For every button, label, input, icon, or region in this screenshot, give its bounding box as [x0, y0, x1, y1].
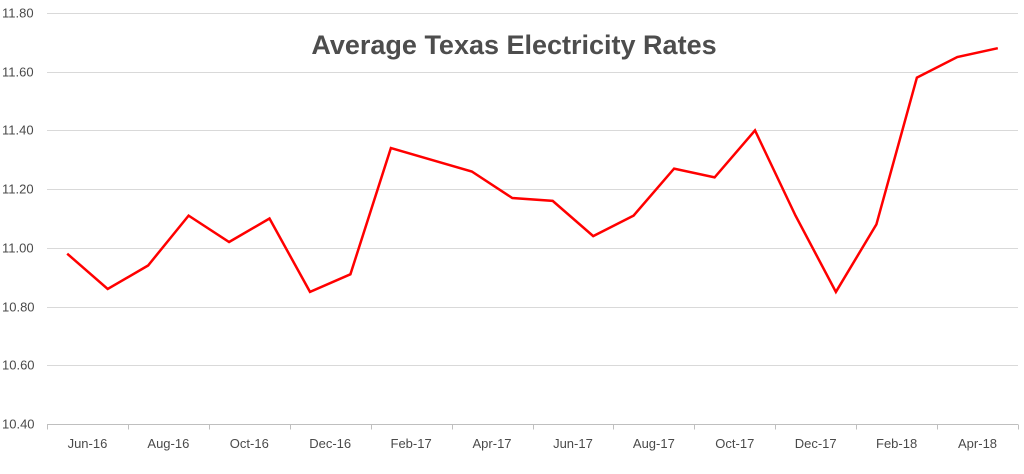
y-tick-label: 10.80 — [2, 300, 35, 315]
y-tick-label: 11.60 — [2, 65, 34, 80]
x-tick-label: Dec-16 — [309, 436, 351, 451]
x-tick-label: Aug-17 — [633, 436, 675, 451]
x-tick-label: Oct-16 — [230, 436, 269, 451]
x-tick-label: Aug-16 — [147, 436, 189, 451]
x-tick-label: Jun-16 — [68, 436, 108, 451]
x-tick-label: Apr-18 — [958, 436, 997, 451]
x-tick-label: Apr-17 — [473, 436, 512, 451]
series-group — [66, 46, 999, 295]
y-axis: 10.40 10.60 10.80 11.00 11.20 11.40 11.60 11.80 — [2, 6, 35, 432]
x-tick-label: Oct-17 — [715, 436, 754, 451]
x-axis: Jun-16 Aug-16 Oct-16 Dec-16 Feb-17 Apr-17 Jun-… — [47, 424, 1019, 451]
gridlines — [47, 13, 1018, 366]
y-tick-label: 11.80 — [2, 6, 34, 21]
series-line — [66, 46, 999, 295]
y-tick-label: 10.40 — [2, 417, 35, 432]
x-tick-label: Feb-17 — [391, 436, 432, 451]
x-tick-label: Jun-17 — [553, 436, 593, 451]
y-tick-label: 11.00 — [2, 241, 34, 256]
y-tick-label: 10.60 — [2, 358, 35, 373]
y-tick-label: 11.40 — [2, 123, 34, 138]
x-tick-label: Dec-17 — [795, 436, 837, 451]
y-tick-label: 11.20 — [2, 182, 34, 197]
x-tick-label: Feb-18 — [876, 436, 917, 451]
chart-title: Average Texas Electricity Rates — [311, 30, 716, 60]
